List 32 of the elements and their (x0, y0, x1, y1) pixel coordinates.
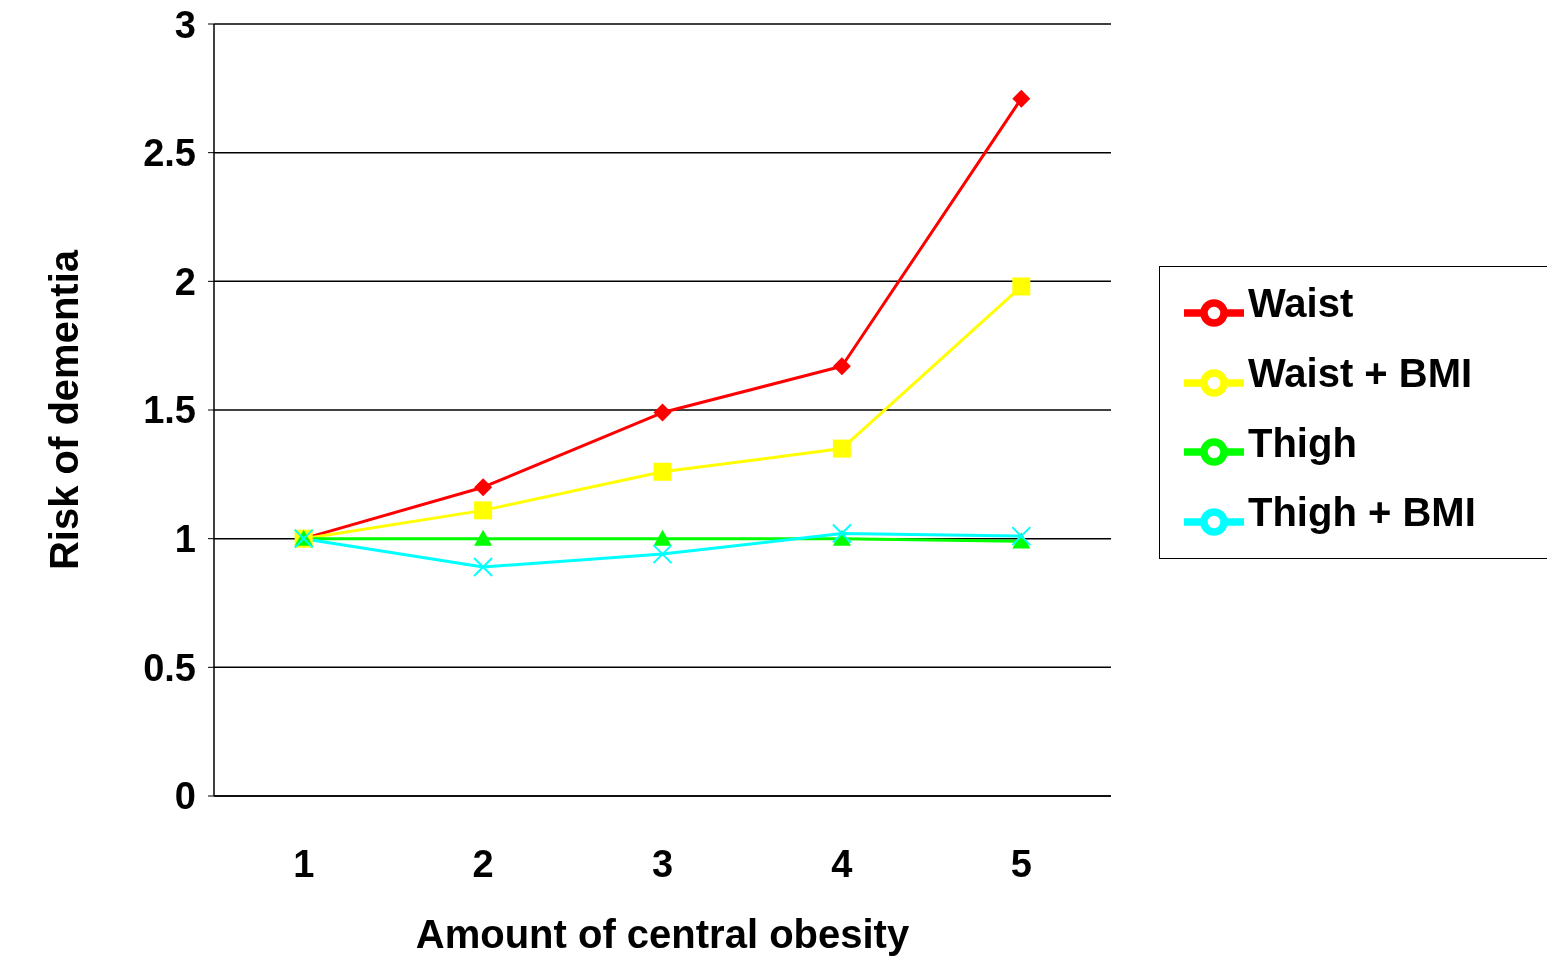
legend-label: Thigh + BMI (1248, 490, 1476, 535)
point (1012, 89, 1031, 108)
x-tick-label: 3 (651, 842, 674, 885)
x-tick-label: 5 (1010, 842, 1032, 885)
point (653, 462, 672, 481)
y-tick-label: 1 (174, 518, 196, 561)
point (1011, 526, 1032, 547)
x-tick-label: 1 (293, 842, 315, 885)
point (832, 439, 851, 458)
point (474, 478, 493, 497)
y-tick-label: 1.5 (143, 389, 196, 432)
y-tick-label: 0 (174, 775, 196, 818)
point (832, 357, 851, 376)
legend-label: Waist + BMI (1248, 350, 1473, 395)
y-tick-label: 2 (174, 260, 196, 303)
y-tick-label: 3 (174, 3, 196, 46)
point (474, 529, 493, 546)
point (653, 403, 672, 422)
point (652, 544, 673, 565)
y-tick-label: 2.5 (143, 132, 196, 175)
point (474, 501, 493, 520)
point (831, 523, 852, 544)
y-axis-title: Risk of dementia (42, 249, 87, 571)
x-tick-label: 2 (472, 842, 494, 885)
x-tick-label: 4 (831, 842, 853, 885)
legend-label: Thigh (1248, 420, 1357, 465)
legend-label: Waist (1248, 281, 1354, 325)
point (473, 556, 494, 577)
point (1012, 277, 1031, 296)
y-tick-label: 0.5 (143, 646, 196, 689)
x-axis-title: Amount of central obesity (415, 912, 910, 956)
point (653, 529, 672, 546)
